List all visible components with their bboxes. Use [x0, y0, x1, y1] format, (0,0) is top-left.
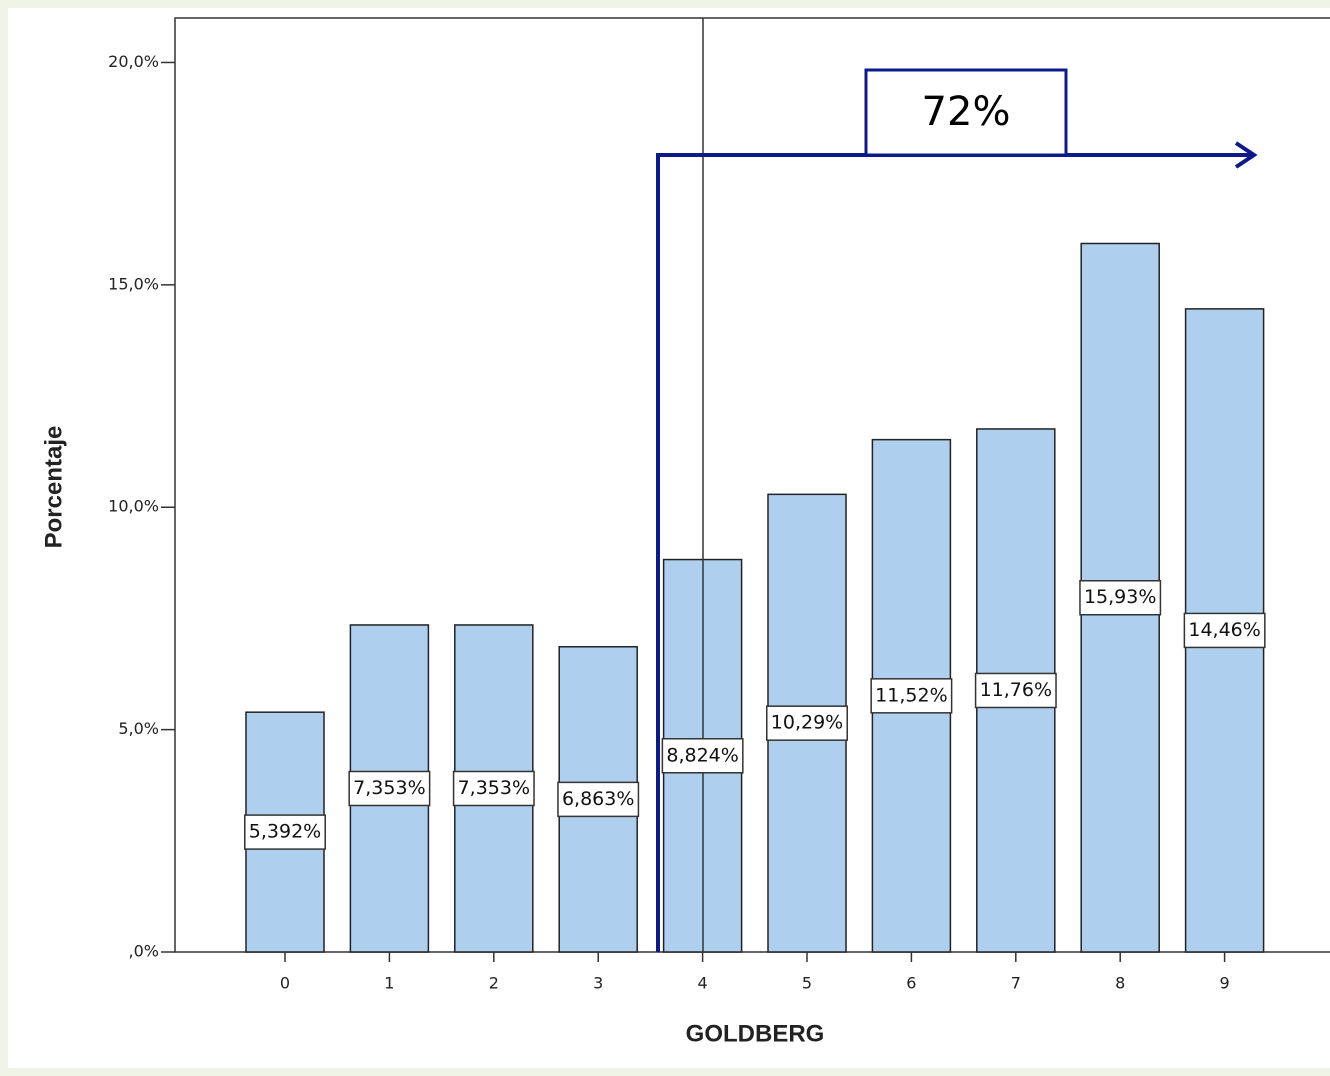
x-tick-label: 1	[384, 974, 394, 993]
value-label-box	[348, 770, 431, 807]
y-tick-label: 20,0%	[108, 52, 159, 71]
y-tick-label: ,0%	[129, 942, 159, 961]
annotation-box	[864, 68, 1068, 157]
value-label-box	[661, 738, 744, 774]
value-label: 11,52%	[875, 684, 947, 706]
value-label: 14,46%	[1188, 619, 1260, 641]
x-tick-label: 6	[906, 974, 916, 993]
value-label-box	[452, 770, 535, 807]
value-labels: 5,392% 7,353% 7,353% 6,863% 8,824% 10,29% 11,5…	[244, 579, 1266, 850]
annotation-text: 72%	[922, 89, 1011, 135]
value-label-box	[766, 705, 848, 741]
value-label: 11,76%	[980, 679, 1052, 701]
x-tick-label: 3	[593, 974, 603, 993]
x-tick-label: 4	[698, 974, 708, 993]
y-axis-title: Porcentaje	[40, 426, 67, 549]
y-tick-label: 5,0%	[118, 719, 159, 738]
value-label-box	[244, 814, 326, 850]
value-label: 8,824%	[666, 744, 738, 766]
value-label: 15,93%	[1084, 586, 1156, 608]
value-label-box	[870, 678, 953, 714]
value-label: 6,863%	[562, 788, 634, 810]
value-label: 10,29%	[771, 712, 843, 734]
x-tick-label: 7	[1011, 974, 1021, 993]
value-label: 7,353%	[458, 777, 530, 799]
value-label-box	[1183, 612, 1266, 649]
value-label: 5,392%	[249, 821, 321, 843]
x-tick-label: 9	[1220, 974, 1230, 993]
value-label: 7,353%	[353, 777, 425, 799]
value-label-box	[557, 781, 640, 818]
x-axis-title: GOLDBERG	[686, 1020, 825, 1047]
x-tick-label: 8	[1115, 974, 1125, 993]
x-tick-label: 0	[280, 974, 290, 993]
x-tick-label: 5	[802, 974, 812, 993]
y-tick-label: 10,0%	[108, 497, 159, 516]
y-tick-label: 15,0%	[108, 274, 159, 293]
arrow-head	[1234, 141, 1258, 169]
value-label-box	[1079, 579, 1162, 616]
annotation: 72%	[656, 68, 1258, 952]
x-tick-label: 2	[489, 974, 499, 993]
value-label-box	[974, 672, 1057, 709]
